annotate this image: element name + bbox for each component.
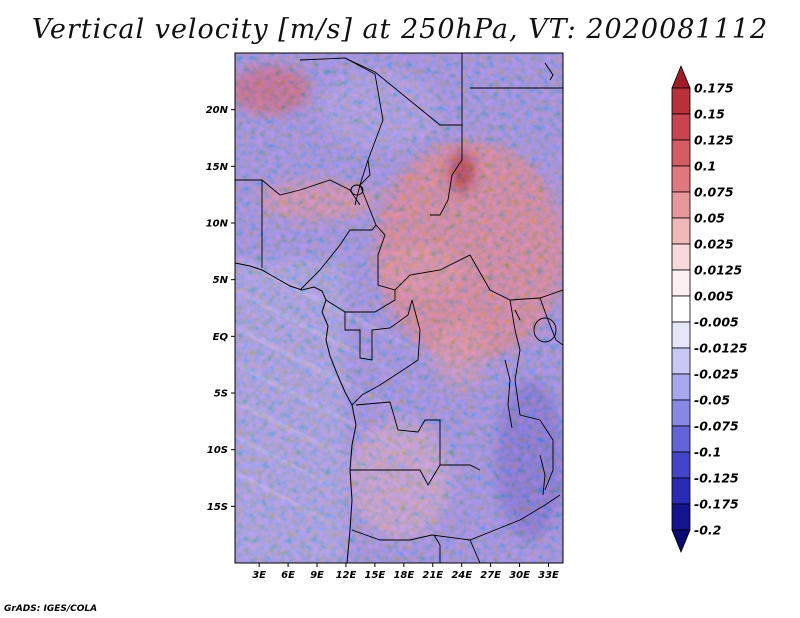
colorbar-level-label: 0.05 [694,211,725,226]
border-tanzania-malawi [519,414,554,491]
colorbar-level-label: -0.075 [694,419,739,434]
colorbar-level-label: -0.05 [694,393,730,408]
grads-credit: GrADS: IGES/COLA [4,604,98,614]
map-title: Vertical velocity [m/s] at 250hPa, VT: 2… [31,14,769,45]
coastline-west [235,262,357,563]
lake-albert [514,309,521,321]
lat-tick-label: 15N [206,162,229,173]
colorbar-swatch [671,425,691,453]
colorbar-level-label: 0.15 [694,107,725,122]
speckle-texture [235,53,563,563]
country-borders [235,53,563,563]
lake-malawi [539,454,546,496]
colorbar-top-arrow [671,64,691,89]
lon-tick-label: 6E [281,570,295,581]
border-zambia-zimbabwe [433,534,441,563]
border-uganda-kenya [539,297,563,346]
lat-tick-label: 5S [214,389,228,400]
colorbar-level-label: 0.025 [694,237,734,252]
colorbar: 0.175 0.15 0.125 0.1 0.075 0.05 0.025 0.0125 0.0… [671,64,748,554]
colorbar-level-label: 0.125 [694,133,734,148]
colorbar-level-label: 0.1 [694,159,716,174]
colorbar-swatch [671,191,691,219]
colorbar-level-label: 0.005 [694,289,734,304]
colorbar-swatch [671,451,691,479]
lon-tick-label: 12E [336,570,357,581]
colorbar-level-label: -0.125 [694,471,739,486]
lat-tick-label: 5N [213,275,229,286]
colorbar-swatch [671,165,691,193]
map-plot-area [235,53,563,563]
colorbar-swatch [671,139,691,167]
border-angola-zambia [350,464,441,486]
colorbar-swatch [671,243,691,271]
latitude-axis: 20N 15N 10N 5N EQ 5S 10S 15S [206,105,235,513]
colorbar-level-label: -0.005 [694,315,739,330]
lat-tick-label: EQ [213,332,229,343]
colorbar-swatch [671,347,691,375]
border-congo-drc [351,299,421,406]
colorbar-swatch [671,217,691,245]
border-gabon-congo [344,299,413,361]
colorbar-level-label: 0.175 [694,81,734,96]
border-angola-drc [355,401,481,471]
colorbar-level-label: -0.025 [694,367,739,382]
lat-tick-label: 10S [207,445,228,456]
lat-tick-label: 20N [206,105,229,116]
lon-tick-label: 18E [393,570,414,581]
colorbar-swatch [671,503,691,531]
colorbar-level-label: -0.2 [694,523,721,538]
lakes [350,184,557,496]
colorbar-bottom-arrow [671,529,691,554]
border-botswana [469,539,481,563]
lon-tick-label: 3E [252,570,266,581]
lake-chad [350,184,364,196]
lake-tanganyika [504,359,513,429]
colorbar-level-label: 0.0125 [694,263,743,278]
border-nigeria-cameroon [299,224,377,291]
border-libya [344,53,463,126]
lake-victoria [533,317,557,343]
colorbar-level-label: -0.0125 [694,341,748,356]
colorbar-swatch [671,373,691,401]
lat-tick-label: 10N [206,219,229,230]
lon-tick-label: 9E [310,570,324,581]
lon-tick-label: 15E [365,570,386,581]
colorbar-swatch [671,321,691,349]
border-cameroon-south [325,290,396,313]
map-frame [234,52,564,564]
border-car [359,159,563,301]
lon-tick-label: 27E [480,570,501,581]
colorbar-swatch [671,477,691,505]
colorbar-level-label: -0.175 [694,497,739,512]
colorbar-swatch [671,87,691,115]
lon-tick-label: 33E [538,570,559,581]
colorbar-swatch [671,269,691,297]
colorbar-swatch [671,295,691,323]
coast-northeast [544,62,554,81]
lat-tick-label: 15S [207,502,228,513]
border-chad-sudan [430,125,463,216]
colorbar-level-label: -0.1 [694,445,721,460]
colorbar-swatch [671,399,691,427]
border-drc-east [509,299,521,416]
colorbar-level-label: 0.075 [694,185,734,200]
colorbar-swatch [671,113,691,141]
longitude-axis: 3E 6E 9E 12E 15E 18E 21E 24E 27E 30E 33E [252,563,559,581]
lon-tick-label: 24E [451,570,472,581]
lon-tick-label: 30E [509,570,530,581]
lon-tick-label: 21E [422,570,443,581]
